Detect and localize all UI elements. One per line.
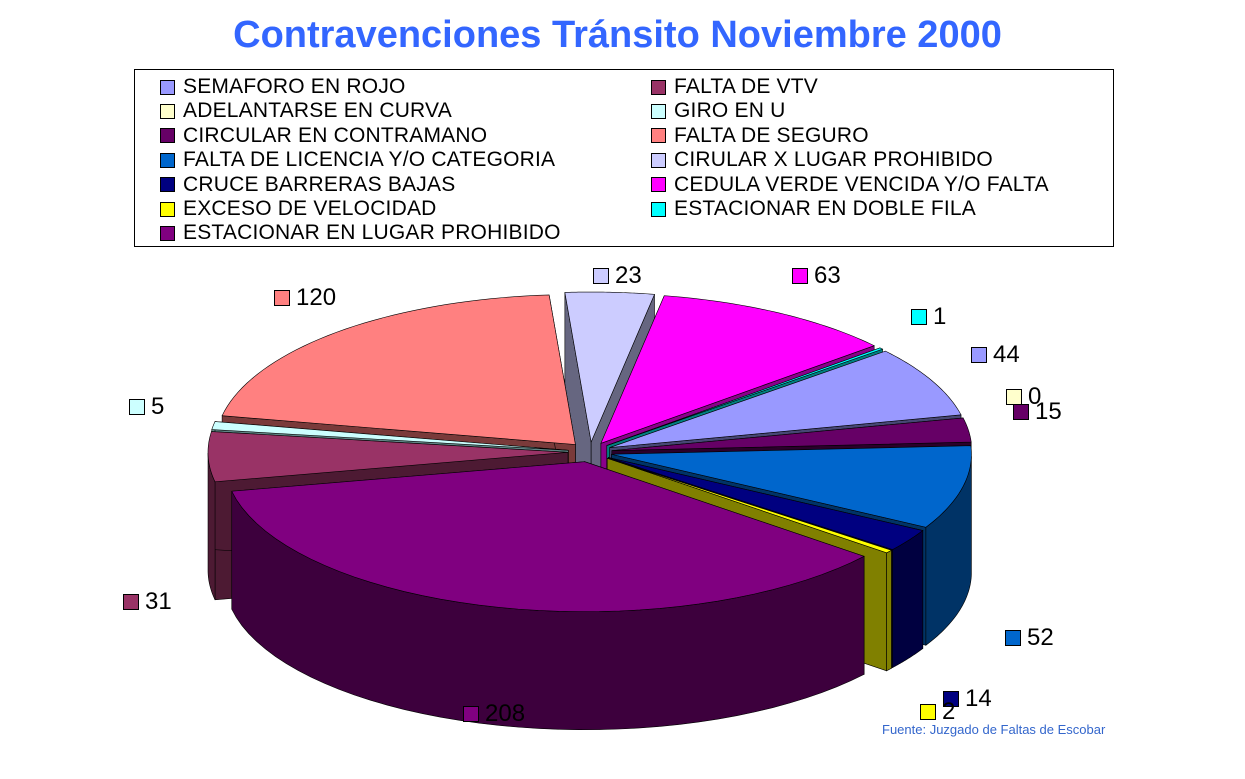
data-label: 52 xyxy=(1005,624,1054,652)
legend-swatch xyxy=(651,79,666,95)
legend-item: FALTA DE LICENCIA Y/O CATEGORIA xyxy=(160,148,555,172)
legend-swatch xyxy=(160,201,175,217)
data-label: 5 xyxy=(129,393,164,421)
data-label-value: 0 xyxy=(1028,383,1042,410)
data-label-value: 5 xyxy=(151,393,165,420)
legend-label: GIRO EN U xyxy=(674,99,786,123)
data-label-value: 208 xyxy=(485,700,526,727)
legend-item: ESTACIONAR EN LUGAR PROHIBIDO xyxy=(160,221,561,245)
legend-swatch xyxy=(651,128,666,144)
data-label-swatch xyxy=(1013,404,1029,420)
legend-swatch xyxy=(160,225,175,241)
slice-top xyxy=(564,291,655,444)
data-label-value: 1 xyxy=(933,303,947,330)
data-label-value: 63 xyxy=(814,262,841,289)
legend-swatch xyxy=(160,177,175,193)
legend-item: SEMAFORO EN ROJO xyxy=(160,75,406,99)
data-label: 120 xyxy=(274,284,336,312)
legend-swatch xyxy=(651,103,666,119)
legend-label: CEDULA VERDE VENCIDA Y/O FALTA xyxy=(674,172,1049,196)
data-label-swatch xyxy=(911,309,927,325)
data-label-swatch xyxy=(1005,630,1021,646)
data-label-value: 14 xyxy=(965,685,992,712)
slice-top xyxy=(609,350,962,448)
data-label: 15 xyxy=(1013,398,1062,426)
legend-label: FALTA DE VTV xyxy=(674,75,818,98)
data-label-swatch xyxy=(593,268,609,284)
legend-swatch xyxy=(160,103,175,119)
slice-side xyxy=(892,529,924,669)
data-label: 23 xyxy=(593,262,642,290)
slice-top xyxy=(211,421,569,451)
data-label: 44 xyxy=(971,341,1020,369)
legend-swatch xyxy=(651,177,666,193)
data-label: 31 xyxy=(123,588,172,616)
data-label: 2 xyxy=(920,698,955,726)
legend-label: ESTACIONAR EN LUGAR PROHIBIDO xyxy=(183,221,561,245)
source-note: Fuente: Juzgado de Faltas de Escobar xyxy=(882,722,1106,737)
legend-item: CEDULA VERDE VENCIDA Y/O FALTA xyxy=(651,173,1049,197)
slice-top xyxy=(231,461,865,612)
data-label-value: 52 xyxy=(1027,624,1054,651)
legend-item: CIRULAR X LUGAR PROHIBIDO xyxy=(651,148,993,172)
slice-top xyxy=(207,431,569,483)
legend-swatch xyxy=(651,201,666,217)
slice-top xyxy=(221,294,576,445)
legend-swatch xyxy=(160,128,175,144)
legend-label: SEMAFORO EN ROJO xyxy=(183,75,406,98)
slice-top xyxy=(611,445,972,528)
slice-top xyxy=(607,457,893,554)
legend-swatch xyxy=(160,152,175,168)
legend-item: GIRO EN U xyxy=(651,99,785,123)
legend-label: ADELANTARSE EN CURVA xyxy=(183,99,452,123)
data-label-value: 31 xyxy=(145,588,172,615)
data-label-value: 15 xyxy=(1035,398,1062,425)
slice-side xyxy=(886,549,892,672)
data-label-swatch xyxy=(129,399,145,415)
legend-item: FALTA DE SEGURO xyxy=(651,124,869,148)
data-label-swatch xyxy=(123,594,139,610)
legend-label: CIRULAR X LUGAR PROHIBIDO xyxy=(674,148,993,172)
legend-item: FALTA DE VTV xyxy=(651,75,818,99)
slice-top xyxy=(600,295,875,444)
legend-swatch xyxy=(160,79,175,95)
data-label-value: 23 xyxy=(615,262,642,289)
slice-top xyxy=(608,457,924,550)
pie-slice xyxy=(231,461,865,730)
chart-title: Contravenciones Tránsito Noviembre 2000 xyxy=(233,14,1002,56)
legend-item: ADELANTARSE EN CURVA xyxy=(160,99,452,123)
data-label-swatch xyxy=(943,691,959,707)
data-label-value: 2 xyxy=(942,698,956,725)
legend-item: CRUCE BARRERAS BAJAS xyxy=(160,173,455,197)
legend-label: EXCESO DE VELOCIDAD xyxy=(183,197,437,220)
legend-swatch xyxy=(651,152,666,168)
slice-top xyxy=(606,347,884,446)
data-label: 1 xyxy=(911,303,946,331)
data-label-value: 44 xyxy=(993,341,1020,368)
legend-label: ESTACIONAR EN DOBLE FILA xyxy=(674,197,976,220)
legend-item: EXCESO DE VELOCIDAD xyxy=(160,197,437,221)
data-label-value: 120 xyxy=(296,284,337,311)
slice-top xyxy=(611,417,972,451)
legend-label: FALTA DE LICENCIA Y/O CATEGORIA xyxy=(183,148,556,172)
data-label-swatch xyxy=(463,706,479,722)
data-label: 14 xyxy=(943,685,992,713)
legend-item: CIRCULAR EN CONTRAMANO xyxy=(160,124,487,148)
legend-label: CRUCE BARRERAS BAJAS xyxy=(183,172,456,196)
data-label: 63 xyxy=(792,262,841,290)
data-label-swatch xyxy=(792,268,808,284)
legend-label: CIRCULAR EN CONTRAMANO xyxy=(183,123,488,147)
data-label-swatch xyxy=(971,347,987,363)
legend-item: ESTACIONAR EN DOBLE FILA xyxy=(651,197,976,221)
data-label-swatch xyxy=(274,290,290,306)
legend-label: FALTA DE SEGURO xyxy=(674,123,869,147)
data-label: 208 xyxy=(463,700,525,728)
chart-legend: SEMAFORO EN ROJO ADELANTARSE EN CURVA CIRC… xyxy=(134,69,1114,247)
data-label-swatch xyxy=(920,704,936,720)
